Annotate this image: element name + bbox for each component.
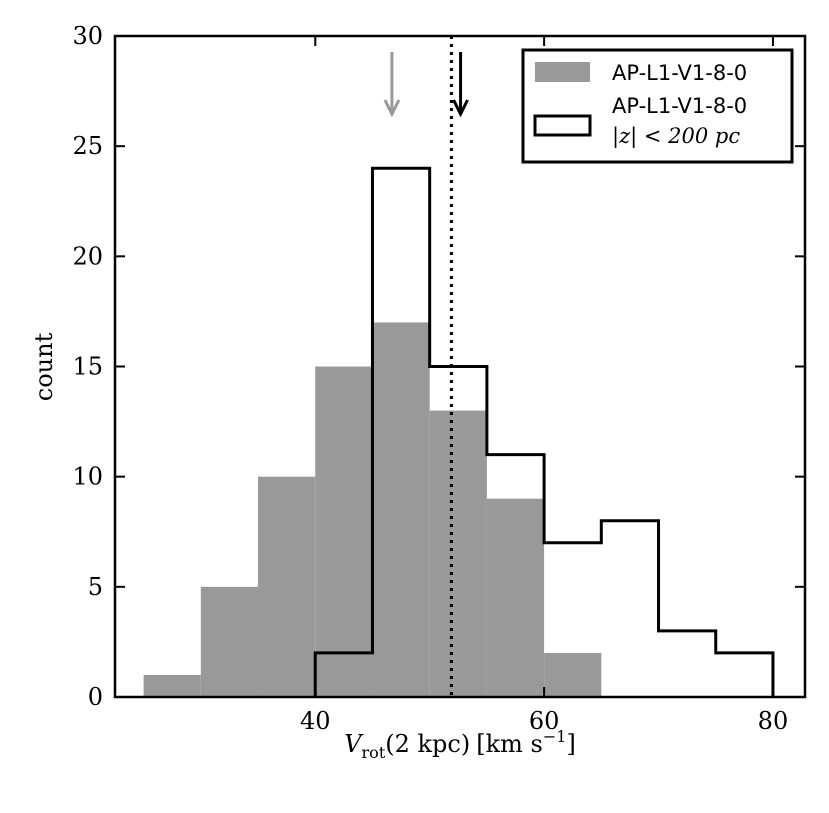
- x-label-units: [km s: [476, 730, 543, 758]
- legend-label-1: AP-L1-V1-8-0: [612, 61, 747, 85]
- x-tick-label: 40: [300, 707, 331, 735]
- legend-label-2: AP-L1-V1-8-0: [612, 94, 747, 118]
- arrow-down-icon: [452, 52, 469, 118]
- y-tick-label: 10: [72, 463, 103, 491]
- x-tick-label: 80: [758, 707, 789, 735]
- x-label-exp: −1: [543, 727, 567, 746]
- histogram-bar: [544, 652, 602, 697]
- y-axis-label: count: [30, 332, 58, 401]
- x-label-arg: (2 kpc): [385, 730, 470, 758]
- y-tick-label: 20: [72, 242, 103, 270]
- histogram-bar: [486, 498, 545, 697]
- arrow-down-icon: [383, 52, 401, 118]
- histogram-bar: [372, 322, 430, 697]
- y-tick-label: 30: [72, 22, 103, 50]
- x-label-subscript: rot: [362, 743, 386, 762]
- histogram-bar: [315, 366, 373, 697]
- ticks: 0 5 10 15 20 25 30 40 60 80: [72, 22, 805, 735]
- histogram-bar: [429, 410, 487, 697]
- y-tick-label: 25: [72, 132, 103, 160]
- step-histogram: [313, 166, 775, 697]
- histogram-bar: [200, 586, 259, 697]
- y-tick-label: 15: [72, 353, 103, 381]
- x-axis-label: Vrot(2 kpc) [km s−1]: [344, 727, 576, 762]
- y-tick-label: 5: [88, 573, 103, 601]
- legend: AP-L1-V1-8-0 AP-L1-V1-8-0 |z| < 200 pc: [521, 48, 794, 164]
- x-label-close: ]: [566, 730, 575, 758]
- arrows: [383, 52, 469, 118]
- filled-histogram: [143, 322, 602, 697]
- legend-label-2-subtitle: |z| < 200 pc: [612, 124, 740, 149]
- y-tick-label: 0: [88, 683, 103, 711]
- legend-swatch-filled: [535, 62, 590, 82]
- legend-swatch-step: [533, 114, 592, 137]
- histogram-bar: [258, 476, 316, 697]
- histogram-bar: [143, 674, 201, 697]
- x-label-symbol: V: [344, 730, 364, 758]
- x-tick-label: 60: [529, 707, 560, 735]
